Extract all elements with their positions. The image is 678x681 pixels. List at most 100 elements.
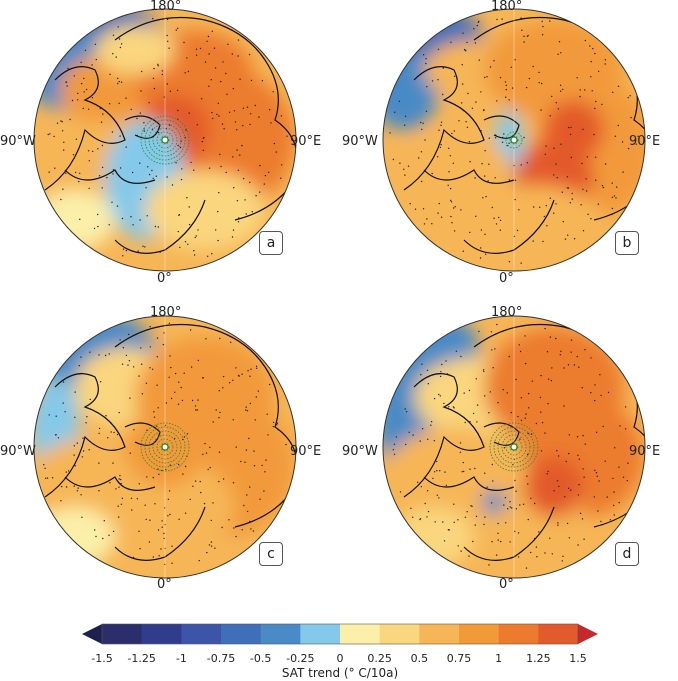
sig-dot	[426, 516, 428, 518]
sig-dot	[118, 516, 120, 518]
map-boundary	[382, 8, 646, 272]
sig-dot	[511, 507, 513, 509]
sig-dot	[233, 187, 235, 189]
sig-dot	[442, 93, 444, 96]
sig-dot	[209, 446, 211, 449]
sig-dot	[566, 522, 569, 525]
sig-dot	[497, 402, 499, 404]
sig-dot	[247, 370, 249, 372]
sig-dot	[98, 354, 100, 356]
sig-dot	[541, 20, 543, 22]
sig-dot	[141, 70, 143, 73]
sig-dot	[115, 488, 117, 490]
sig-dot	[540, 411, 542, 413]
sig-dot	[410, 507, 412, 509]
sig-dot	[468, 555, 470, 557]
sig-dot	[143, 130, 146, 132]
lon-label-right: 90°E	[629, 134, 661, 149]
sig-dot	[175, 29, 177, 31]
sig-dot	[218, 115, 220, 117]
sig-dot	[582, 434, 584, 437]
sig-dot	[118, 486, 120, 488]
sig-dot	[454, 206, 456, 208]
sig-dot	[239, 78, 241, 80]
sig-dot	[549, 115, 551, 117]
sig-dot	[609, 519, 612, 521]
sig-dot	[249, 486, 251, 488]
sig-dot	[595, 179, 597, 181]
sig-dot	[259, 164, 261, 167]
sig-dot	[478, 330, 480, 333]
sig-dot	[139, 198, 142, 200]
sig-dot	[116, 205, 119, 207]
sig-dot	[91, 97, 94, 99]
sig-dot	[472, 412, 475, 415]
map-boundary	[33, 315, 297, 579]
sig-dot	[125, 97, 127, 99]
sig-dot	[520, 262, 522, 264]
sig-dot	[515, 508, 518, 510]
sig-dot	[557, 455, 560, 457]
sig-dot	[212, 117, 214, 120]
sig-dot	[239, 154, 241, 156]
sig-dot	[78, 365, 81, 367]
sig-dot	[455, 350, 458, 352]
sig-dot	[183, 372, 185, 374]
sig-dot	[516, 109, 518, 111]
sig-dot	[210, 79, 212, 81]
colorbar-bar	[82, 623, 598, 645]
sig-dot	[217, 210, 219, 213]
sig-dot	[604, 163, 607, 165]
sig-dot	[549, 336, 552, 338]
pole-ring	[160, 442, 170, 452]
sig-dot	[110, 431, 112, 433]
panel-tag-c: c	[259, 542, 283, 566]
sig-dot	[163, 537, 165, 540]
sig-dot	[60, 500, 62, 502]
sig-dot	[240, 460, 242, 463]
sig-dot	[195, 235, 197, 237]
sig-dot	[597, 70, 600, 73]
sig-dot	[431, 223, 433, 225]
sig-dot	[541, 34, 544, 36]
sig-dot	[148, 541, 151, 543]
lon-label-bottom: 0°	[499, 577, 514, 592]
sig-dot	[568, 434, 570, 436]
sig-dot	[562, 88, 564, 91]
sig-dot	[520, 397, 523, 399]
sig-dot	[508, 355, 510, 358]
sig-dot	[479, 257, 482, 259]
sig-dot	[281, 164, 283, 166]
sig-dot	[439, 146, 442, 149]
sig-dot	[616, 186, 618, 188]
sig-dot	[512, 464, 514, 466]
sig-dot	[514, 179, 517, 181]
sig-dot	[116, 433, 119, 436]
sig-dot	[520, 164, 522, 166]
sig-dot	[533, 206, 535, 208]
sig-dot	[595, 472, 598, 474]
sig-dot	[420, 151, 423, 153]
sig-dot	[82, 107, 85, 110]
sig-dot	[488, 412, 490, 414]
sig-dot	[120, 503, 123, 505]
sig-dot	[618, 501, 620, 504]
sig-dot	[470, 505, 472, 507]
sig-dot	[241, 144, 243, 147]
sig-dot	[235, 446, 237, 448]
pole-ring	[140, 422, 190, 472]
sig-dot	[440, 121, 443, 124]
sig-dot	[157, 407, 159, 409]
sig-dot	[216, 113, 218, 116]
sig-dot	[89, 398, 91, 401]
sig-dot	[204, 61, 207, 63]
sig-dot	[253, 450, 255, 452]
sig-dot	[87, 108, 90, 111]
sig-dot	[225, 171, 227, 174]
sig-dot	[433, 471, 436, 473]
trend-region	[464, 185, 604, 255]
sig-dot	[44, 467, 46, 469]
sig-dot	[459, 451, 462, 453]
sig-dot	[246, 410, 249, 412]
sig-dot	[248, 437, 250, 440]
